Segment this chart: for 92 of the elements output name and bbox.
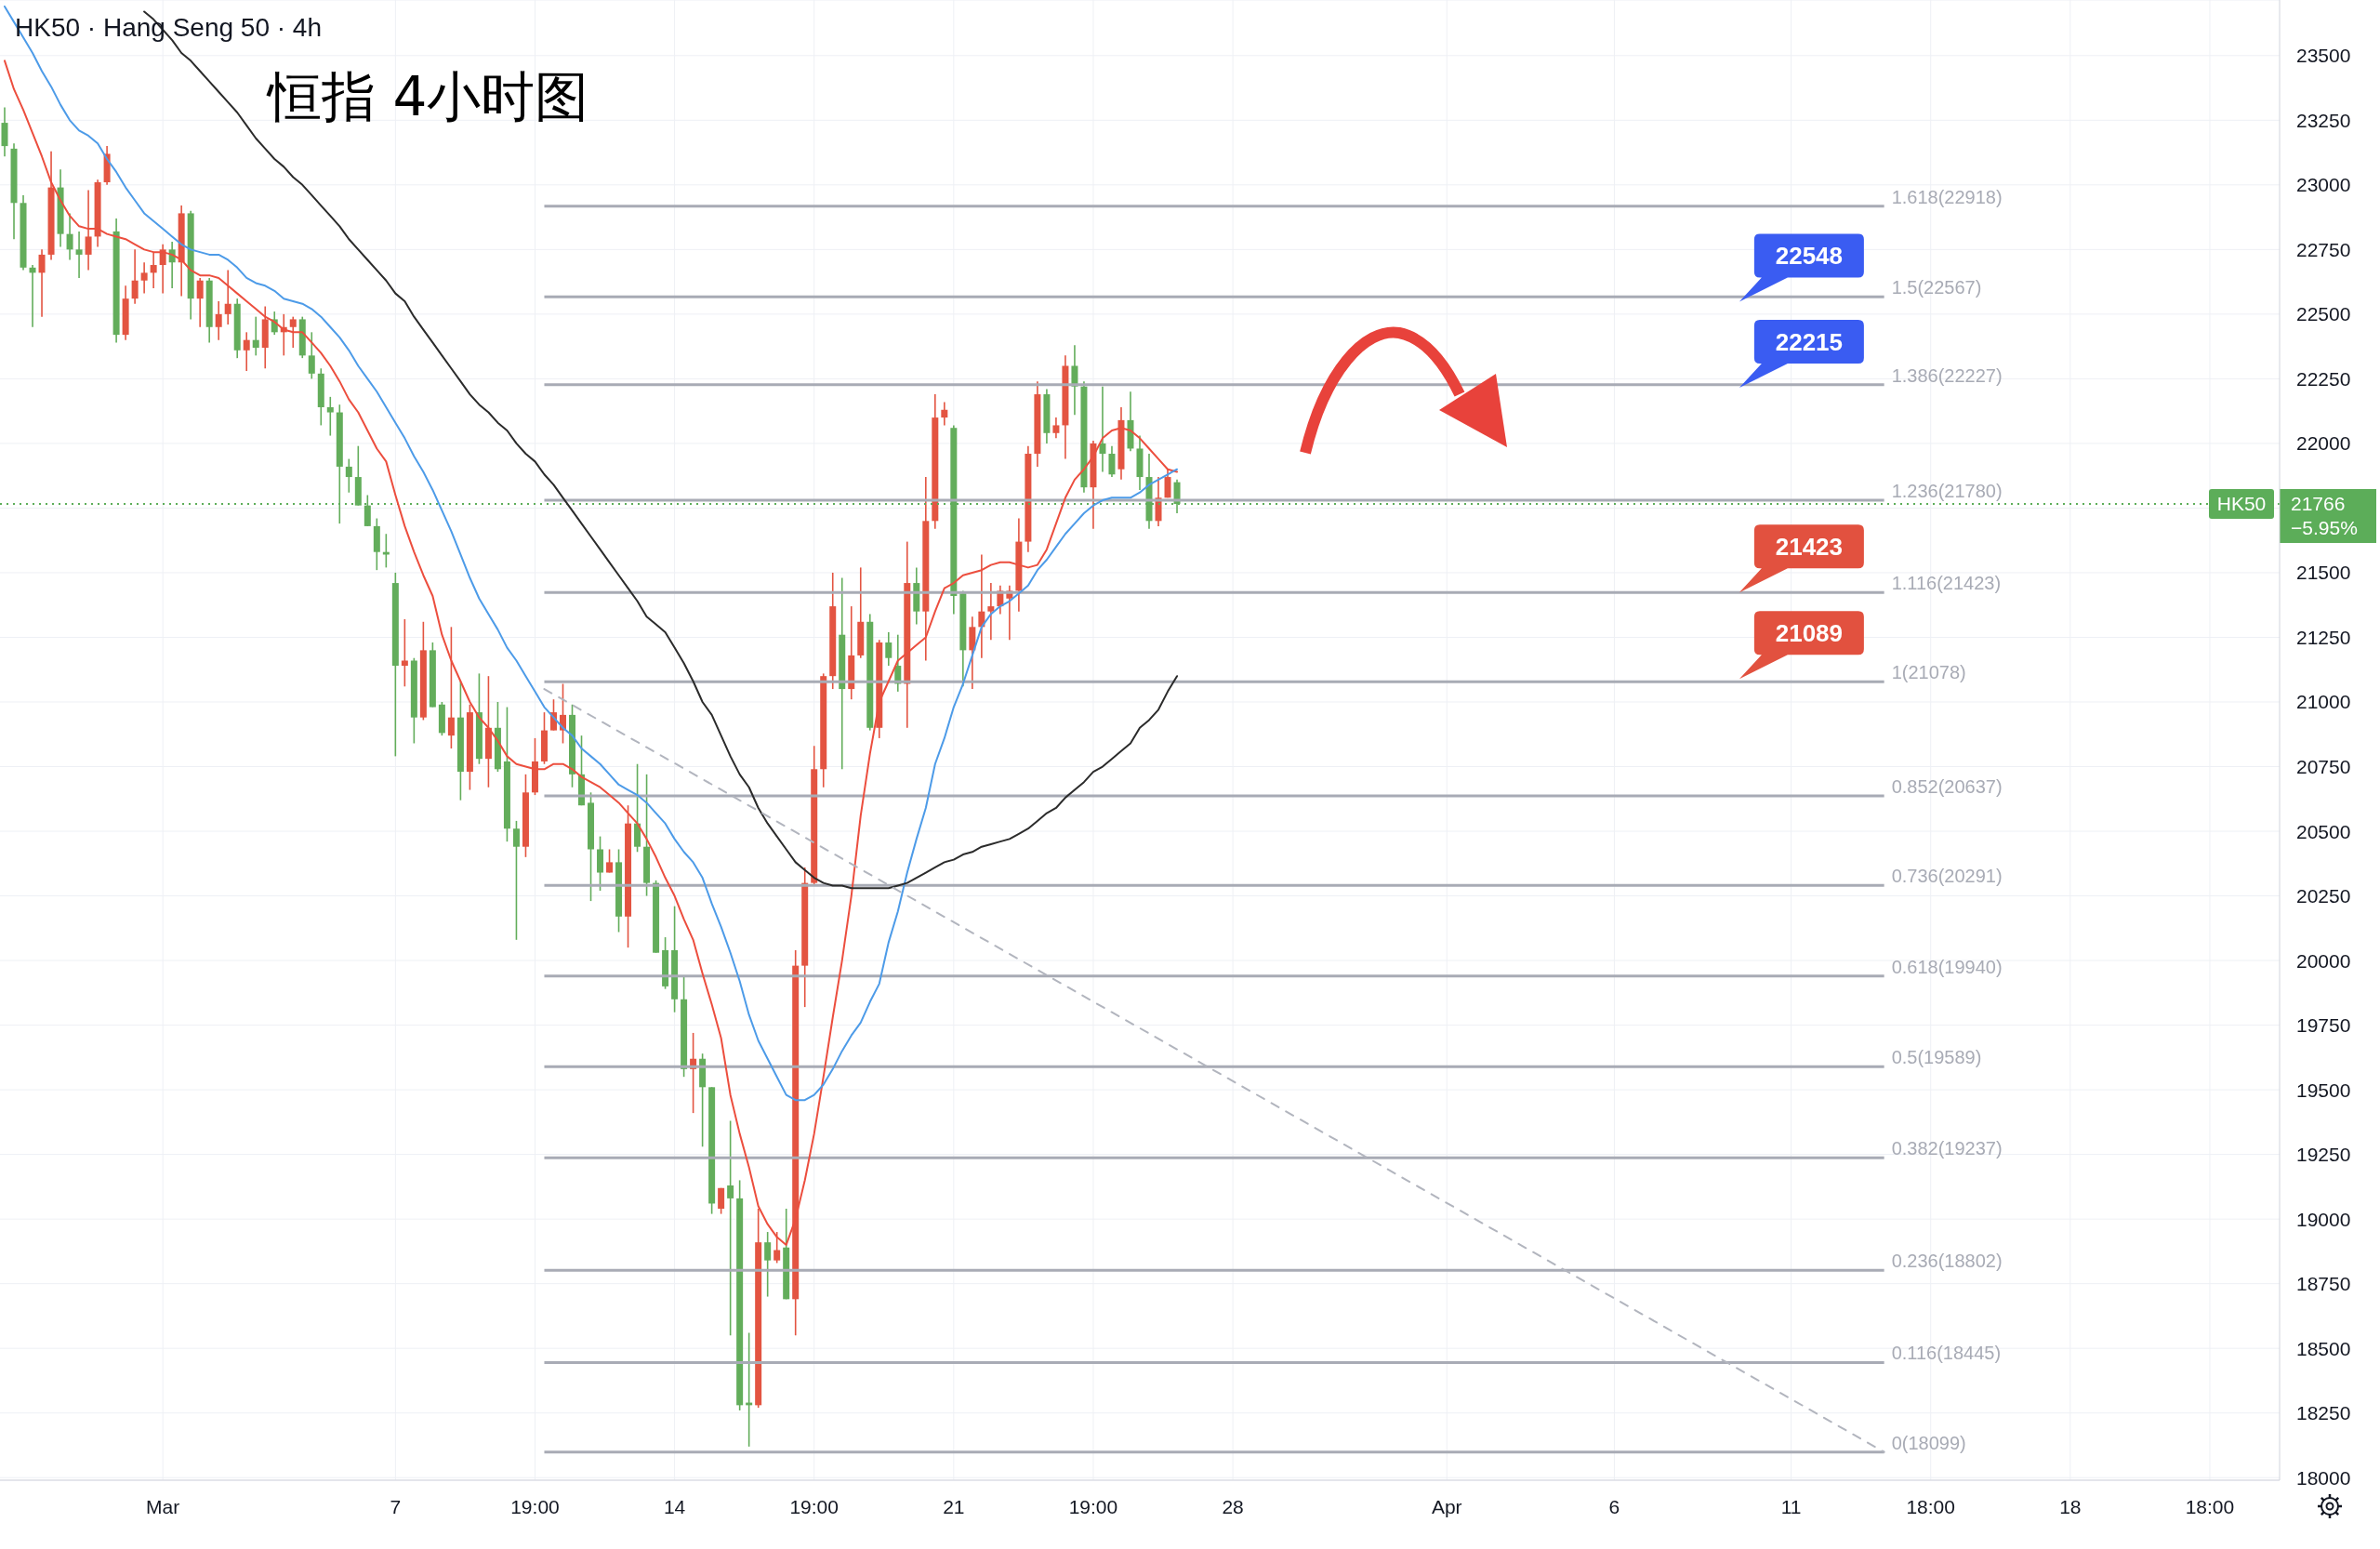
x-tick-label: 7 — [390, 1495, 402, 1517]
text: −5.95% — [2291, 517, 2358, 539]
y-tick-label: 22000 — [2296, 432, 2351, 455]
candlestick — [308, 331, 315, 380]
x-tick-label: 18:00 — [1906, 1495, 1955, 1517]
candlestick — [196, 277, 204, 328]
y-tick-label: 18000 — [2296, 1466, 2351, 1489]
y-tick-label: 19750 — [2296, 1014, 2351, 1037]
candlestick — [38, 248, 46, 318]
y-tick-label: 20500 — [2296, 820, 2351, 842]
x-tick-label: 14 — [663, 1495, 686, 1517]
annotation: 21423 — [1775, 532, 1844, 561]
y-tick-label: 20000 — [2296, 949, 2351, 972]
ref-line-label: 1.5(22567) — [1891, 277, 1982, 298]
ref-line-label: HK50 — [2216, 493, 2267, 515]
candlestick — [718, 1186, 725, 1215]
y-tick-label: 22750 — [2296, 238, 2351, 260]
ref-line-label: 0.852(20637) — [1891, 775, 2003, 797]
candlestick — [215, 300, 222, 341]
candlestick — [75, 231, 83, 279]
y-tick-label: 18500 — [2296, 1337, 2351, 1359]
candlestick — [987, 582, 995, 642]
ref-line-label: 0(18099) — [1891, 1432, 1966, 1453]
y-tick-label: 23000 — [2296, 174, 2351, 196]
x-tick-label: 19:00 — [510, 1495, 560, 1517]
x-tick-label: 6 — [1608, 1495, 1620, 1517]
candlestick — [606, 848, 614, 874]
y-tick-label: 21000 — [2296, 691, 2351, 713]
candlestick — [29, 264, 36, 328]
candlestick — [1164, 468, 1171, 499]
ref-line-label: 0.382(19237) — [1891, 1138, 2003, 1159]
text: HK50 · Hang Seng 50 · 4h — [15, 12, 322, 44]
x-tick-label: 19:00 — [789, 1495, 839, 1517]
y-tick-label: 20750 — [2296, 756, 2351, 777]
candlestick — [131, 248, 139, 305]
candlestick — [764, 1231, 772, 1298]
ref-line-label: 0.618(19940) — [1891, 956, 2003, 977]
ref-line-label: 1.116(21423) — [1891, 573, 2002, 594]
y-tick-label: 21250 — [2296, 626, 2351, 648]
candlestick — [345, 457, 352, 494]
annotation: 21089 — [1775, 618, 1844, 647]
ref-line-label: 0.236(18802) — [1891, 1251, 2003, 1272]
y-tick-label: 20250 — [2296, 885, 2351, 907]
ref-line-label: 1.386(22227) — [1891, 364, 2003, 386]
ref-line-label: 1.618(22918) — [1891, 186, 2003, 207]
candlestick — [885, 631, 892, 667]
candlestick — [401, 618, 408, 688]
candlestick — [1108, 444, 1116, 478]
x-tick-label: 18:00 — [2185, 1495, 2235, 1517]
x-tick-label: 18 — [2059, 1495, 2082, 1517]
ref-line-label: 1.236(21780) — [1891, 481, 2003, 502]
text: 恒指 4小时图 — [268, 65, 589, 128]
candlestick — [224, 269, 231, 325]
y-tick-label: 23500 — [2296, 45, 2351, 67]
y-tick-label: 22500 — [2296, 303, 2351, 325]
y-tick-label: 21500 — [2296, 562, 2351, 584]
candlestick — [326, 396, 334, 437]
candlestick — [941, 401, 948, 427]
ref-line-label: 0.5(19589) — [1891, 1047, 1982, 1068]
x-tick-label: 21 — [943, 1495, 965, 1517]
y-tick-label: 23250 — [2296, 109, 2351, 131]
candlestick — [66, 212, 73, 261]
line-series — [4, 5, 1179, 1102]
y-tick-label: 22250 — [2296, 367, 2351, 390]
candlestick — [727, 1119, 734, 1337]
y-tick-label: 19250 — [2296, 1144, 2351, 1166]
candlestick — [150, 251, 157, 289]
annotation: 22548 — [1775, 242, 1844, 271]
x-tick-label: Mar — [146, 1495, 180, 1517]
text: 21766 — [2291, 493, 2346, 515]
y-tick-label: 19500 — [2296, 1079, 2351, 1101]
candlestick — [512, 820, 520, 941]
candlestick — [1052, 417, 1060, 440]
ref-line-label: 0.736(20291) — [1891, 866, 2003, 887]
y-tick-label: 19000 — [2296, 1208, 2351, 1230]
annotation: 22215 — [1775, 327, 1844, 356]
x-tick-label: 11 — [1780, 1495, 1802, 1517]
candlestick — [289, 315, 297, 349]
y-tick-label: 18750 — [2296, 1273, 2351, 1295]
x-tick-label: 28 — [1222, 1495, 1244, 1517]
candlestick — [140, 261, 148, 295]
ref-line-label: 1(21078) — [1891, 662, 1966, 683]
x-tick-label: Apr — [1431, 1495, 1462, 1517]
candlestick — [85, 189, 92, 271]
candlestick — [252, 315, 259, 357]
y-tick-label: 18250 — [2296, 1402, 2351, 1424]
ref-line-label: 0.116(18445) — [1891, 1343, 2002, 1364]
candlestick — [447, 626, 455, 749]
candlestick — [1071, 344, 1078, 417]
x-tick-label: 19:00 — [1068, 1495, 1118, 1517]
candlestick — [1099, 385, 1106, 473]
candlestick — [243, 331, 250, 372]
